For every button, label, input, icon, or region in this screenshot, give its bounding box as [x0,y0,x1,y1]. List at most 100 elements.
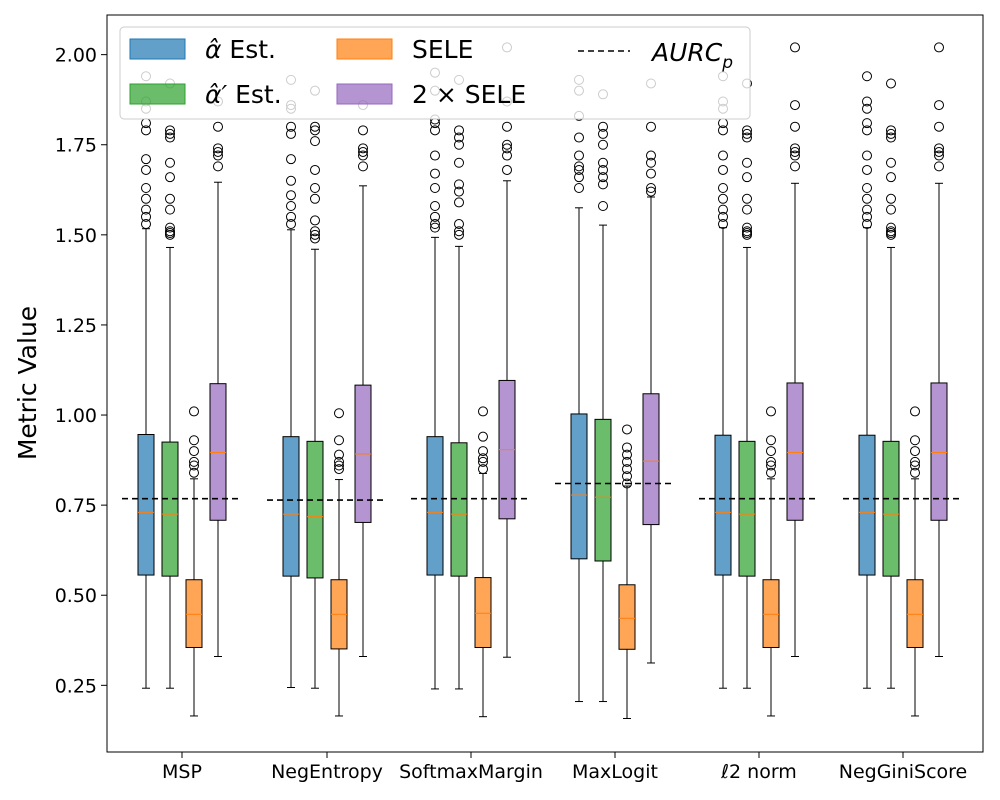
box-body [306,440,324,579]
outlier-point [454,125,464,136]
outlier-point [766,467,776,478]
outlier-point [310,136,320,147]
outlier-point [358,143,368,154]
outlier-point [286,211,296,222]
plot-frame [106,14,984,753]
outlier-point [910,456,920,467]
outlier-point [502,143,512,154]
box-sele [762,406,780,717]
outlier-point [622,424,632,435]
outlier-point [646,182,656,193]
outlier-point [766,460,776,471]
y-tick-label: 0.25 [55,675,97,697]
box-body [185,579,203,648]
outlier-point [430,222,440,233]
outlier-point [213,150,223,161]
legend-label: α̂′ Est. [205,80,282,109]
x-axis: MSP NegEntropy SoftmaxMargin MaxLogit ℓ2 nor… [162,752,967,783]
box-sele2 [642,78,660,664]
box-sele [474,406,492,718]
outlier-point [358,146,368,157]
outlier-point [574,161,584,172]
outlier-point [862,193,872,204]
outlier-point [358,150,368,161]
box-sele [330,408,348,717]
outlier-point [478,464,488,475]
outlier-point [742,226,752,237]
outlier-point [310,182,320,193]
outlier-point [886,157,896,168]
legend-entry-sele: SELE [336,35,473,64]
box-sele2 [209,96,227,657]
legend-entry-aurc-p: AURCp [578,38,733,73]
outlier-point [141,182,151,193]
outlier-point [502,139,512,150]
outlier-point [934,146,944,157]
outlier-point [718,204,728,215]
outlier-point [742,172,752,183]
outlier-point [310,233,320,244]
outlier-point [310,193,320,204]
y-axis-label: Metric Value [13,306,42,460]
box-alpha [282,74,300,688]
outlier-point [718,193,728,204]
outlier-point [790,100,800,111]
box-alpha_prime [161,78,179,689]
outlier-point [502,150,512,161]
x-tick-label: SoftmaxMargin [399,761,543,783]
y-tick-label: 1.25 [55,315,97,337]
outlier-point [430,150,440,161]
outlier-point [766,435,776,446]
outlier-point [213,143,223,154]
box-group [426,42,516,718]
outlier-point [598,128,608,139]
outlier-point [934,143,944,154]
box-sele2 [498,42,516,658]
outlier-point [286,219,296,230]
outlier-point [862,103,872,114]
outlier-point [862,164,872,175]
outlier-point [598,139,608,150]
outlier-point [165,222,175,233]
outlier-point [310,164,320,175]
outlier-point [189,446,199,457]
box-alpha_prime [594,89,612,703]
outlier-point [334,435,344,446]
box-sele [618,424,636,719]
outlier-point [478,446,488,457]
outlier-point [189,456,199,467]
outlier-point [646,186,656,197]
outlier-point [622,449,632,460]
outlier-point [910,406,920,417]
outlier-point [598,157,608,168]
outlier-point [934,161,944,172]
outlier-point [622,464,632,475]
y-tick-label: 0.50 [55,585,97,607]
box-body [594,418,612,562]
outlier-point [310,226,320,237]
legend-swatch [129,38,186,60]
outlier-point [742,193,752,204]
outlier-point [886,125,896,136]
outlier-point [862,182,872,193]
outlier-point [910,460,920,471]
box-group [282,74,372,717]
outlier-point [790,161,800,172]
box-body [714,434,732,576]
box-sele [185,406,203,717]
box-alpha [714,71,732,689]
legend-swatch [129,83,186,105]
outlier-point [910,435,920,446]
outlier-point [454,229,464,240]
outlier-point [213,161,223,172]
box-alpha [570,74,588,703]
outlier-point [574,150,584,161]
y-tick-label: 1.75 [55,135,97,157]
outlier-point [790,121,800,132]
outlier-point [598,164,608,175]
outlier-point [910,467,920,478]
outlier-point [286,154,296,165]
box-sele2 [930,42,948,657]
outlier-point [622,442,632,453]
outlier-point [718,164,728,175]
